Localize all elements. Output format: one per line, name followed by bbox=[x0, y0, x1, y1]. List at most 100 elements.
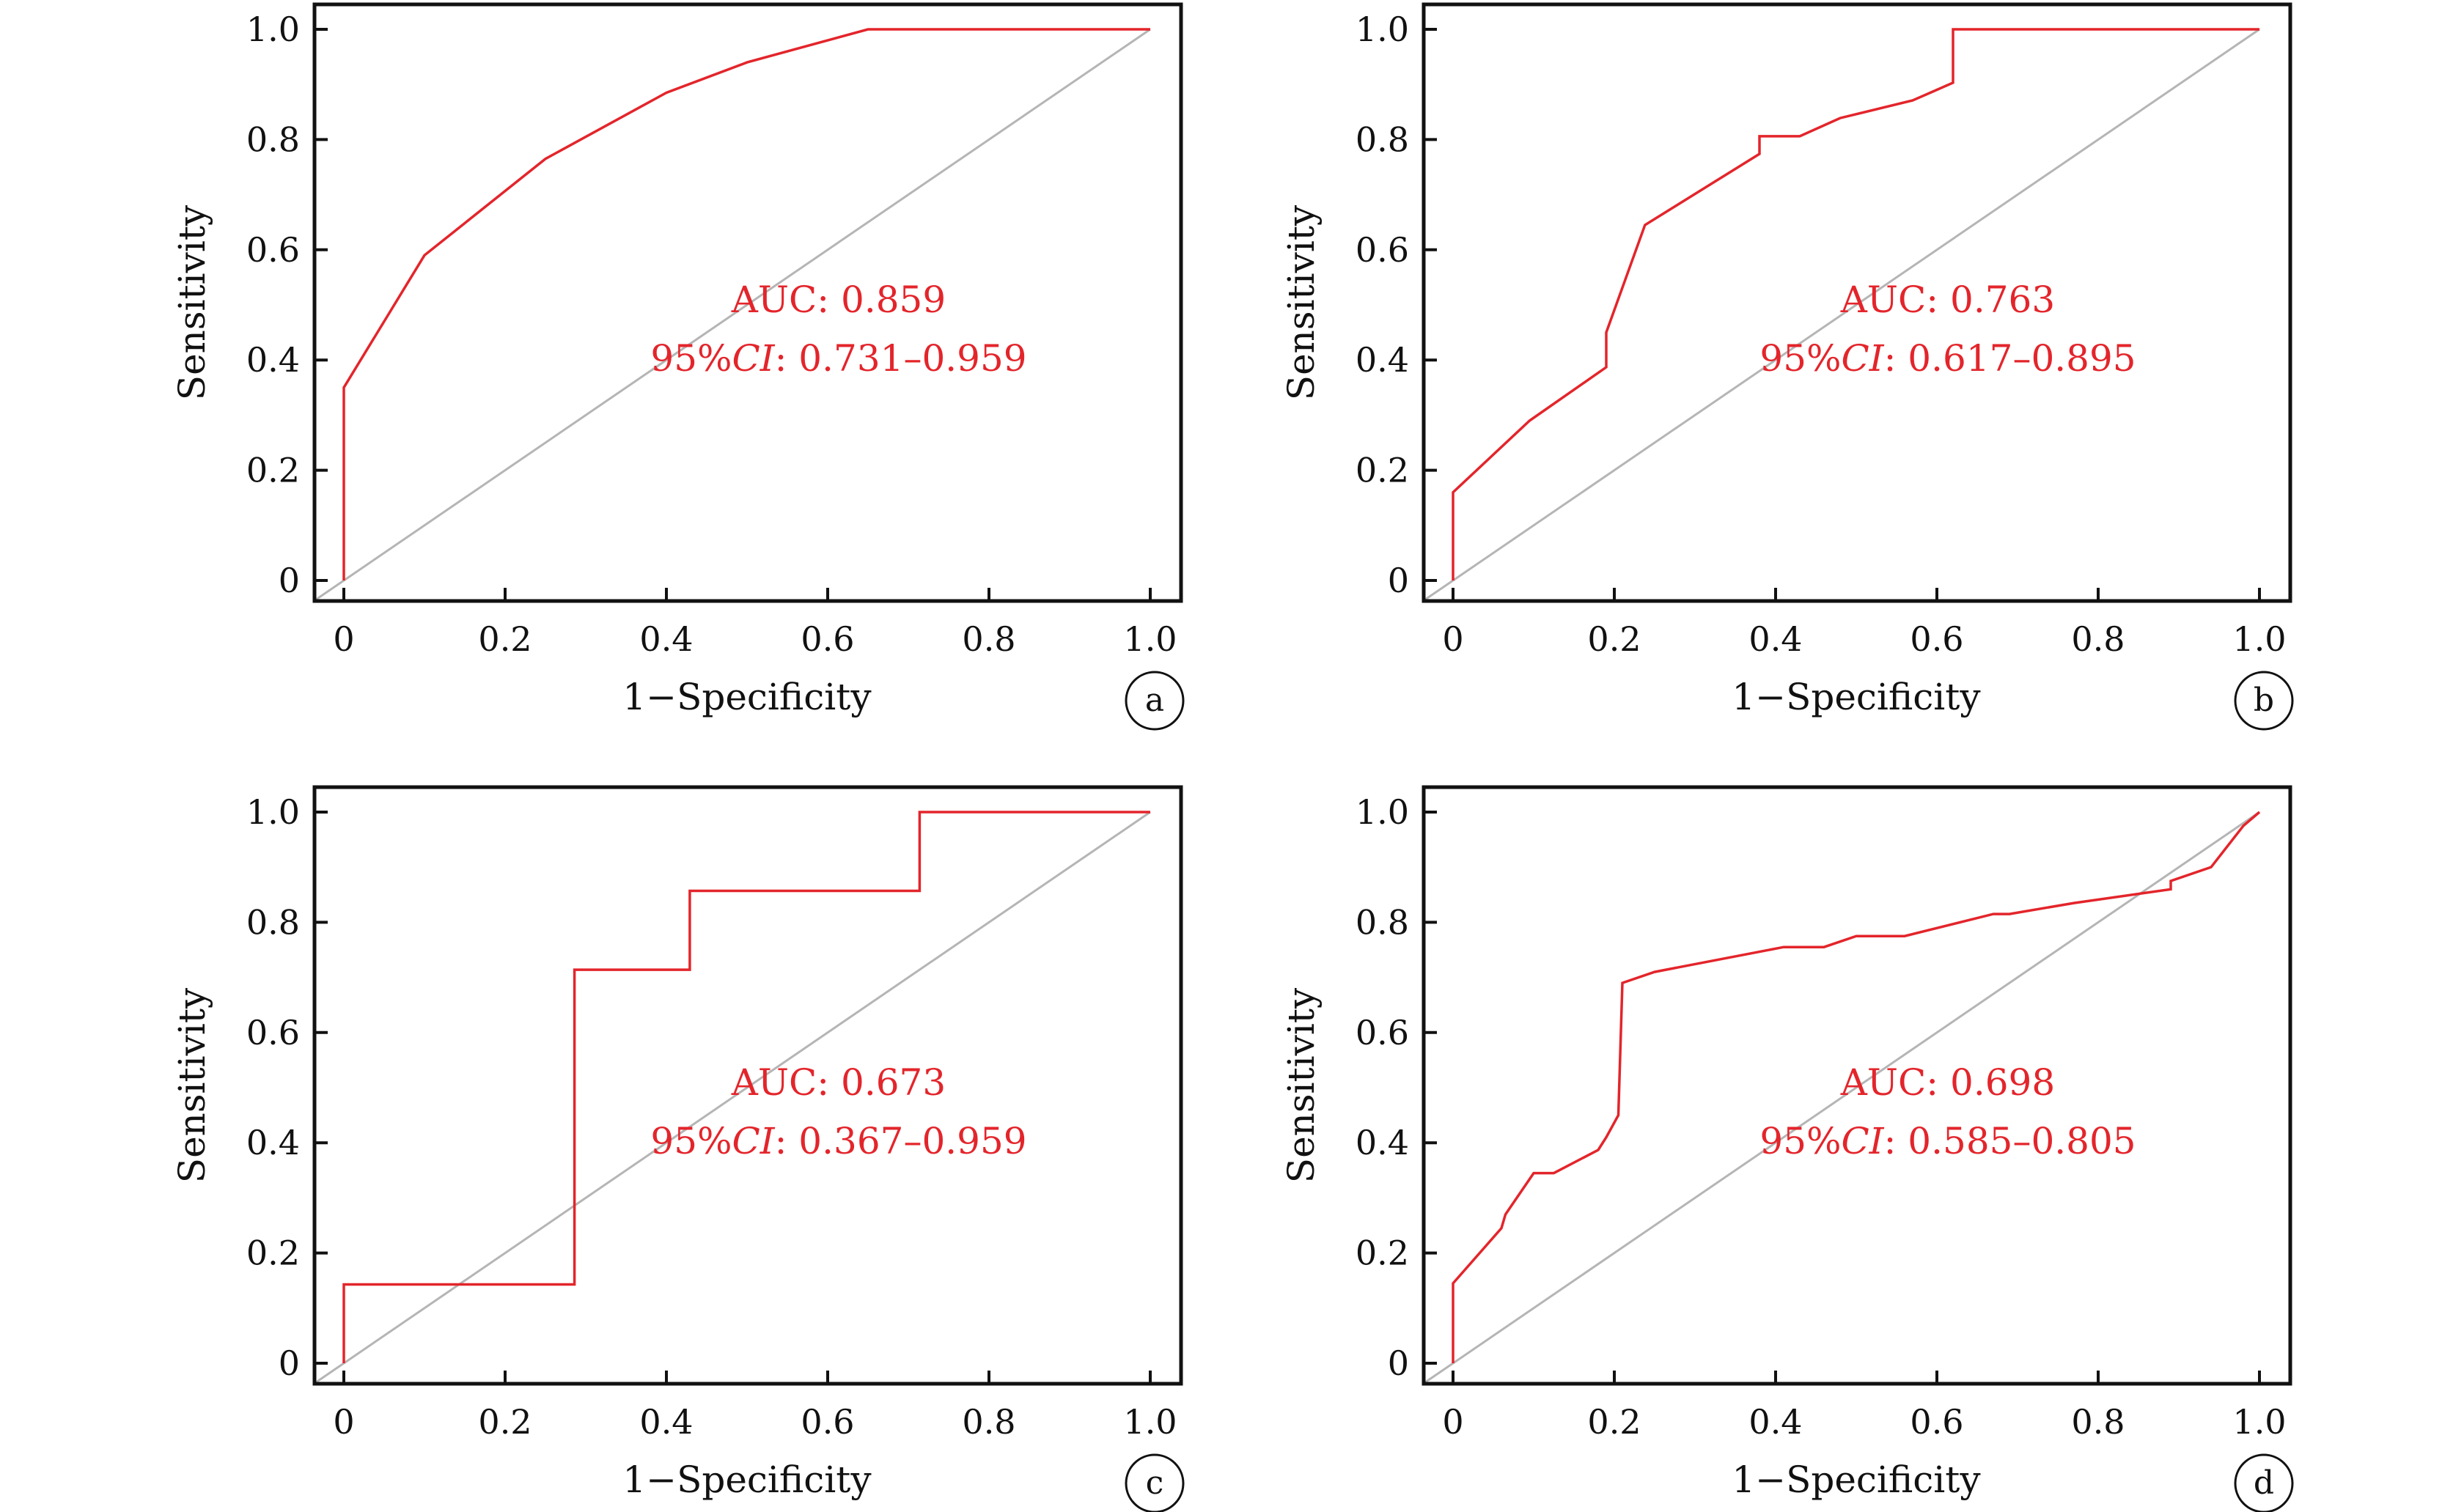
panel-letter: b bbox=[2254, 682, 2274, 719]
x-tick-label: 0.4 bbox=[639, 1402, 693, 1442]
y-tick-label: 0.2 bbox=[246, 1233, 300, 1273]
y-tick-label: 0.8 bbox=[1356, 119, 1409, 159]
y-tick-label: 0.4 bbox=[246, 1123, 300, 1162]
y-tick-label: 0 bbox=[279, 561, 300, 600]
reference-diagonal-line bbox=[314, 811, 1151, 1384]
ci-annotation: 95%CI: 0.367–0.959 bbox=[650, 1120, 1026, 1162]
x-tick-label: 1.0 bbox=[2232, 619, 2286, 659]
reference-diagonal-line bbox=[314, 28, 1151, 602]
auc-annotation: AUC: 0.859 bbox=[731, 279, 946, 321]
x-tick-label: 0 bbox=[333, 619, 354, 659]
roc-panel-b: 00 0.2 0.2 0.4 0.4 0.6 0.6 0.8 0.8 1.0 1.0 1−Specif… bbox=[1280, 2, 2294, 731]
plot-frame bbox=[312, 785, 1183, 1386]
y-tick-label: 0.4 bbox=[1356, 1123, 1409, 1162]
ci-italic: CI bbox=[1842, 337, 1885, 380]
x-tick-label: 0.2 bbox=[478, 619, 532, 659]
y-tick-label: 0.2 bbox=[1356, 451, 1409, 490]
ci-prefix: 95% bbox=[650, 337, 732, 380]
ci-annotation: 95%CI: 0.617–0.895 bbox=[1759, 337, 2136, 380]
x-tick-label: 0.2 bbox=[1587, 1402, 1641, 1442]
x-tick-label: 0.6 bbox=[1910, 1402, 1963, 1442]
y-axis-label: Sensitivity bbox=[171, 987, 213, 1183]
ci-prefix: 95% bbox=[650, 1120, 732, 1162]
roc-panel-d: 00 0.2 0.2 0.4 0.4 0.6 0.6 0.8 0.8 1.0 1.0 1−Specif… bbox=[1280, 785, 2294, 1512]
x-tick-label: 0 bbox=[333, 1402, 354, 1442]
ci-range: : 0.731–0.959 bbox=[775, 337, 1027, 380]
ci-italic: CI bbox=[732, 1120, 776, 1162]
y-tick-label: 0.6 bbox=[1356, 1013, 1409, 1052]
x-tick-label: 0.8 bbox=[2071, 1402, 2125, 1442]
y-tick-label: 0 bbox=[1388, 561, 1409, 600]
x-tick-label: 0.4 bbox=[1748, 1402, 1802, 1442]
x-tick-label: 0.4 bbox=[1748, 619, 1802, 659]
panel-letter: d bbox=[2254, 1464, 2274, 1502]
x-tick-label: 0.2 bbox=[478, 1402, 532, 1442]
y-tick-label: 0.2 bbox=[246, 451, 300, 490]
y-tick-label: 1.0 bbox=[246, 792, 300, 832]
y-axis-label: Sensitivity bbox=[171, 204, 213, 400]
ci-annotation: 95%CI: 0.585–0.805 bbox=[1759, 1120, 2136, 1162]
x-tick-label: 1.0 bbox=[2232, 1402, 2286, 1442]
plot-frame bbox=[1422, 785, 2292, 1386]
x-tick-label: 0.6 bbox=[801, 1402, 854, 1442]
y-tick-label: 0.4 bbox=[1356, 340, 1409, 380]
reference-diagonal-line bbox=[1423, 28, 2260, 602]
y-tick-label: 1.0 bbox=[1356, 792, 1409, 832]
x-tick-label: 1.0 bbox=[1123, 619, 1177, 659]
panel-letter-circle bbox=[2234, 1453, 2294, 1512]
y-tick-label: 0.6 bbox=[1356, 230, 1409, 270]
y-tick-label: 0.6 bbox=[246, 1013, 300, 1052]
reference-diagonal-line bbox=[1423, 811, 2260, 1384]
roc-curve-line bbox=[342, 28, 1150, 580]
y-tick-label: 0.2 bbox=[1356, 1233, 1409, 1273]
y-tick-label: 0 bbox=[1388, 1343, 1409, 1383]
x-tick-label: 0.8 bbox=[962, 1402, 1015, 1442]
y-tick-label: 0.6 bbox=[246, 230, 300, 270]
roc-curve-line bbox=[1452, 811, 2261, 1363]
ci-range: : 0.617–0.895 bbox=[1884, 337, 2136, 380]
x-tick-label: 0.4 bbox=[639, 619, 693, 659]
x-tick-label: 0 bbox=[1442, 1402, 1463, 1442]
x-axis-label: 1−Specificity bbox=[622, 1458, 872, 1501]
x-tick-label: 0.2 bbox=[1587, 619, 1641, 659]
x-tick-label: 1.0 bbox=[1123, 1402, 1177, 1442]
y-tick-label: 0 bbox=[279, 1343, 300, 1383]
y-axis-label: Sensitivity bbox=[1280, 204, 1323, 400]
x-axis-label: 1−Specificity bbox=[1732, 676, 1981, 718]
x-axis-label: 1−Specificity bbox=[1732, 1458, 1981, 1501]
ci-prefix: 95% bbox=[1759, 337, 1841, 380]
y-tick-label: 0.8 bbox=[246, 902, 300, 942]
x-tick-label: 0.8 bbox=[962, 619, 1015, 659]
panel-letter: c bbox=[1146, 1464, 1164, 1502]
y-tick-label: 1.0 bbox=[1356, 10, 1409, 49]
panel-letter-circle bbox=[1125, 671, 1185, 731]
panel-letter-circle bbox=[2234, 671, 2294, 731]
plot-frame bbox=[1422, 2, 2292, 603]
auc-annotation: AUC: 0.673 bbox=[731, 1061, 946, 1104]
roc-curve-line bbox=[1452, 28, 2259, 580]
y-tick-label: 1.0 bbox=[246, 10, 300, 49]
y-tick-label: 0.8 bbox=[1356, 902, 1409, 942]
ci-italic: CI bbox=[732, 337, 776, 380]
auc-annotation: AUC: 0.698 bbox=[1840, 1061, 2055, 1104]
x-tick-label: 0.8 bbox=[2071, 619, 2125, 659]
x-tick-label: 0.6 bbox=[1910, 619, 1963, 659]
ci-italic: CI bbox=[1842, 1120, 1885, 1162]
ci-range: : 0.585–0.805 bbox=[1884, 1120, 2136, 1162]
y-tick-label: 0.8 bbox=[246, 119, 300, 159]
roc-panel-c: 00 0.2 0.2 0.4 0.4 0.6 0.6 0.8 0.8 1.0 1.0 1−Specif… bbox=[171, 785, 1185, 1512]
roc-panel-a: 00 0.2 0.2 0.4 0.4 0.6 0.6 0.8 0.8 1.0 1.0 1−Specif… bbox=[171, 2, 1185, 731]
auc-annotation: AUC: 0.763 bbox=[1840, 279, 2055, 321]
plot-frame bbox=[312, 2, 1183, 603]
x-axis-label: 1−Specificity bbox=[622, 676, 872, 718]
ci-prefix: 95% bbox=[1759, 1120, 1841, 1162]
y-tick-label: 0.4 bbox=[246, 340, 300, 380]
panel-letter-circle bbox=[1125, 1453, 1185, 1512]
panel-letter: a bbox=[1145, 682, 1164, 719]
y-axis-label: Sensitivity bbox=[1280, 987, 1323, 1183]
ci-range: : 0.367–0.959 bbox=[775, 1120, 1027, 1162]
roc-curve-line bbox=[342, 811, 1150, 1363]
x-tick-label: 0 bbox=[1442, 619, 1463, 659]
x-tick-label: 0.6 bbox=[801, 619, 854, 659]
